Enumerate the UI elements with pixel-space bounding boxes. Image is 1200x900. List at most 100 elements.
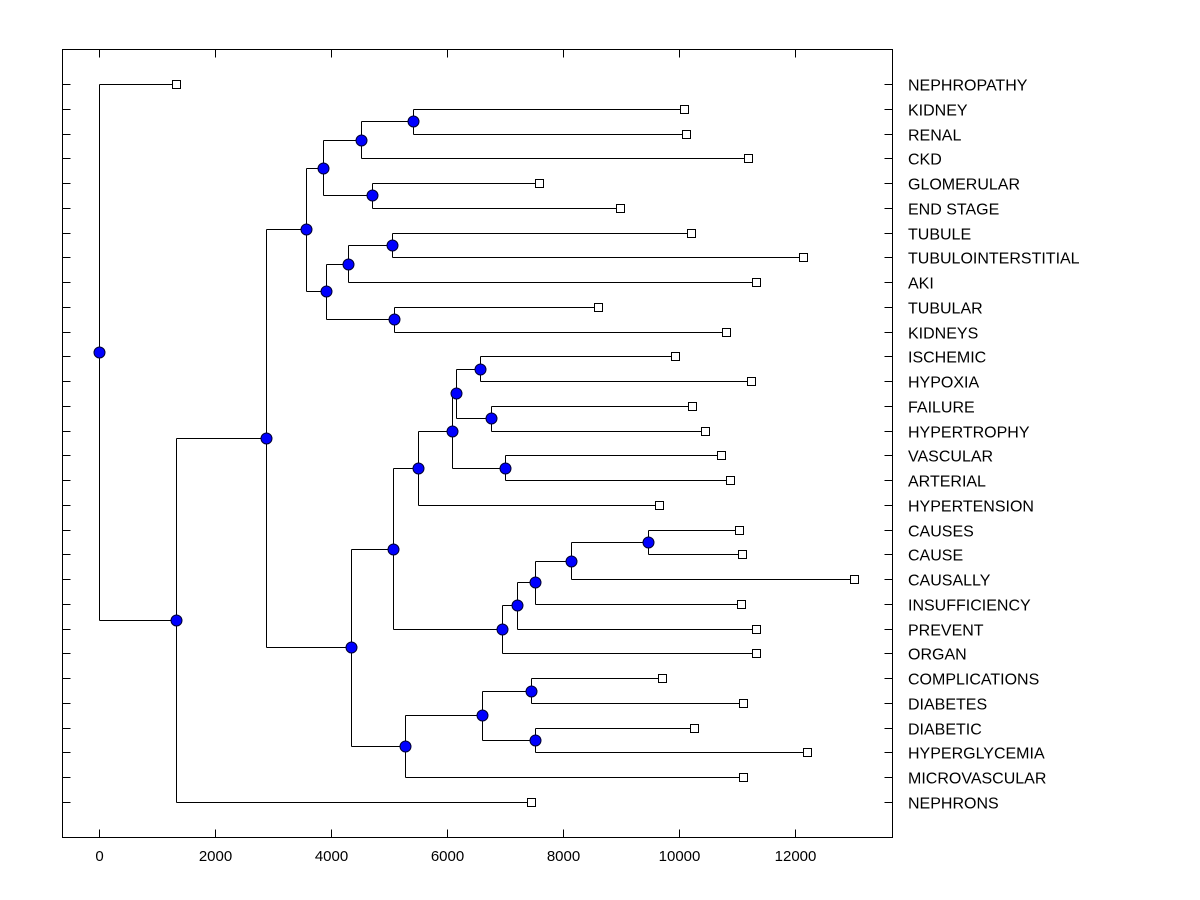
merge-node bbox=[642, 536, 655, 549]
merge-node bbox=[474, 363, 487, 376]
leaf-label: ORGAN bbox=[908, 647, 967, 664]
leaf-marker bbox=[726, 476, 735, 485]
leaf-marker bbox=[752, 649, 761, 658]
leaf-label: TUBULE bbox=[908, 227, 971, 244]
leaf-marker bbox=[735, 526, 744, 535]
merge-node bbox=[366, 189, 379, 202]
leaf-marker bbox=[738, 550, 747, 559]
leaf-label: CAUSE bbox=[908, 548, 963, 565]
leaf-marker bbox=[701, 427, 710, 436]
merge-node bbox=[450, 387, 463, 400]
merge-node bbox=[320, 285, 333, 298]
merge-node bbox=[388, 313, 401, 326]
leaf-marker bbox=[690, 724, 699, 733]
leaf-label: MICROVASCULAR bbox=[908, 771, 1046, 788]
leaf-marker bbox=[799, 253, 808, 262]
leaf-marker bbox=[172, 80, 181, 89]
merge-node bbox=[300, 223, 313, 236]
leaf-label: INSUFFICIENCY bbox=[908, 598, 1031, 615]
leaf-marker bbox=[747, 377, 756, 386]
merge-node bbox=[345, 641, 358, 654]
plot-frame bbox=[62, 49, 893, 838]
leaf-marker bbox=[737, 600, 746, 609]
leaf-label: CAUSALLY bbox=[908, 573, 991, 590]
branches bbox=[99, 84, 855, 803]
leaf-label: NEPHROPATHY bbox=[908, 78, 1028, 95]
leaf-marker bbox=[671, 352, 680, 361]
leaf-label: CKD bbox=[908, 152, 942, 169]
leaf-marker bbox=[687, 229, 696, 238]
leaf-label: PREVENT bbox=[908, 623, 984, 640]
leaf-marker bbox=[658, 674, 667, 683]
leaf-label: GLOMERULAR bbox=[908, 177, 1020, 194]
leaf-label: FAILURE bbox=[908, 400, 975, 417]
x-tick-label: 2000 bbox=[199, 848, 232, 865]
merge-node bbox=[355, 134, 368, 147]
merge-node bbox=[476, 709, 489, 722]
merge-node bbox=[529, 734, 542, 747]
merge-node bbox=[93, 346, 106, 359]
leaf-markers bbox=[172, 80, 859, 807]
merge-node bbox=[496, 623, 509, 636]
merge-node bbox=[412, 462, 425, 475]
x-tick-label: 8000 bbox=[547, 848, 580, 865]
merge-node bbox=[342, 258, 355, 271]
leaf-marker bbox=[744, 154, 753, 163]
leaf-label: HYPERGLYCEMIA bbox=[908, 746, 1045, 763]
leaf-label: HYPERTROPHY bbox=[908, 425, 1030, 442]
leaf-label: ISCHEMIC bbox=[908, 350, 986, 367]
leaf-marker bbox=[616, 204, 625, 213]
x-tick-label: 6000 bbox=[431, 848, 464, 865]
merge-node bbox=[317, 162, 330, 175]
leaf-label: RENAL bbox=[908, 128, 961, 145]
internal-nodes bbox=[93, 115, 655, 753]
leaf-label: CAUSES bbox=[908, 524, 974, 541]
leaf-marker bbox=[850, 575, 859, 584]
leaf-marker bbox=[752, 278, 761, 287]
leaf-label: NEPHRONS bbox=[908, 796, 999, 813]
leaf-marker bbox=[688, 402, 697, 411]
leaf-marker bbox=[682, 130, 691, 139]
leaf-label: HYPERTENSION bbox=[908, 499, 1034, 516]
x-tick-labels: 0 2000 4000 6000 8000 10000 12000 bbox=[95, 848, 816, 865]
leaf-marker bbox=[739, 699, 748, 708]
leaf-label: END STAGE bbox=[908, 202, 999, 219]
merge-node bbox=[260, 432, 273, 445]
leaf-label: DIABETIC bbox=[908, 722, 982, 739]
merge-node bbox=[485, 412, 498, 425]
leaf-labels: NEPHROPATHY KIDNEY RENAL CKD GLOMERULAR END S… bbox=[908, 78, 1080, 813]
leaf-label: HYPOXIA bbox=[908, 375, 979, 392]
leaf-marker bbox=[722, 328, 731, 337]
merge-node bbox=[446, 425, 459, 438]
leaf-marker bbox=[739, 773, 748, 782]
leaf-label: TUBULOINTERSTITIAL bbox=[908, 251, 1080, 268]
leaf-marker bbox=[803, 748, 812, 757]
merge-node bbox=[525, 685, 538, 698]
leaf-marker bbox=[655, 501, 664, 510]
leaf-marker bbox=[594, 303, 603, 312]
merge-node bbox=[511, 599, 524, 612]
leaf-label: VASCULAR bbox=[908, 449, 993, 466]
merge-node bbox=[170, 614, 183, 627]
merge-node bbox=[529, 576, 542, 589]
leaf-marker bbox=[752, 625, 761, 634]
x-tick-label: 12000 bbox=[775, 848, 817, 865]
leaf-label: AKI bbox=[908, 276, 934, 293]
leaf-label: COMPLICATIONS bbox=[908, 672, 1039, 689]
leaf-marker bbox=[527, 798, 536, 807]
leaf-label: TUBULAR bbox=[908, 301, 983, 318]
leaf-label: ARTERIAL bbox=[908, 474, 986, 491]
merge-node bbox=[387, 543, 400, 556]
leaf-marker bbox=[535, 179, 544, 188]
x-tick-label: 10000 bbox=[659, 848, 701, 865]
leaf-marker bbox=[680, 105, 689, 114]
leaf-label: KIDNEYS bbox=[908, 326, 978, 343]
merge-node bbox=[565, 555, 578, 568]
leaf-label: KIDNEY bbox=[908, 103, 968, 120]
leaf-marker bbox=[717, 451, 726, 460]
merge-node bbox=[499, 462, 512, 475]
merge-node bbox=[407, 115, 420, 128]
merge-node bbox=[386, 239, 399, 252]
axis-ticks bbox=[62, 49, 893, 838]
